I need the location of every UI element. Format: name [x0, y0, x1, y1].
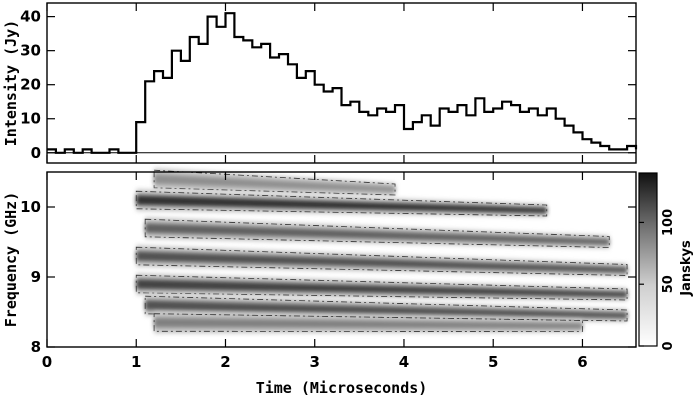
- emission-band: [153, 311, 583, 334]
- frequency-panel-frame: [46, 171, 637, 348]
- colorbar-title: Janskys: [679, 240, 694, 297]
- intensity-tick-labels: 0 10 20 30 40: [20, 8, 41, 162]
- band-core: [145, 300, 628, 319]
- intensity-panel-frame: [46, 2, 637, 164]
- intensity-panel: 0 10 20 30 40 Intensity (Jy): [2, 2, 638, 164]
- emission-band: [135, 245, 628, 277]
- frequency-panel: 8 9 10 0 1 2 3 4 5 6 Frequency (GHz) Time (Micro…: [2, 168, 637, 397]
- intensity-axis-label: Intensity (Jy): [2, 20, 20, 146]
- band-contour: [135, 246, 628, 276]
- time-tick-label: 0: [42, 353, 52, 371]
- time-tick-label: 6: [577, 353, 587, 371]
- band-core: [136, 195, 547, 214]
- colorbar-tick-label: 0: [661, 341, 676, 350]
- frequency-tick-label: 8: [31, 338, 41, 356]
- time-tick-label: 3: [310, 353, 320, 371]
- band-core: [136, 251, 628, 273]
- intensity-ticks: [46, 3, 636, 163]
- band-core: [136, 279, 628, 298]
- band-contour: [153, 169, 396, 196]
- frequency-tick-label: 10: [20, 198, 41, 216]
- colorbar-gradient: [638, 172, 658, 347]
- intensity-tick-label: 0: [31, 144, 41, 162]
- intensity-tick-label: 40: [20, 8, 41, 26]
- colorbar-tick-labels: 0 50 100: [661, 209, 676, 351]
- colorbar-tick-label: 50: [661, 275, 676, 293]
- time-tick-labels: 0 1 2 3 4 5 6: [42, 353, 588, 371]
- band-contour: [135, 274, 628, 301]
- time-tick-label: 1: [131, 353, 141, 371]
- emission-band: [144, 217, 610, 249]
- colorbar-ticks: [639, 221, 644, 347]
- frequency-tick-label: 9: [31, 268, 41, 286]
- time-tick-label: 4: [399, 353, 409, 371]
- emission-band: [135, 273, 628, 302]
- intensity-tick-label: 20: [20, 76, 41, 94]
- frequency-ticks: [46, 172, 636, 348]
- frequency-axis-label: Frequency (GHz): [2, 192, 20, 327]
- band-contour: [144, 218, 610, 248]
- frequency-tick-labels: 8 9 10: [20, 198, 41, 356]
- colorbar-tick-label: 100: [661, 209, 676, 236]
- band-contour: [135, 190, 548, 217]
- band-contour: [153, 313, 583, 332]
- band-contour: [144, 295, 628, 322]
- colorbar: 0 50 100 Janskys: [638, 172, 694, 351]
- intensity-tick-label: 30: [20, 42, 41, 60]
- time-tick-label: 5: [488, 353, 498, 371]
- intensity-tick-label: 10: [20, 110, 41, 128]
- time-axis-label: Time (Microseconds): [256, 379, 428, 397]
- band-core: [154, 174, 396, 193]
- band-core: [154, 317, 583, 329]
- time-tick-label: 2: [220, 353, 230, 371]
- band-core: [145, 223, 610, 245]
- emission-band: [153, 168, 396, 197]
- emission-bands: [135, 168, 628, 334]
- emission-band: [135, 189, 548, 218]
- intensity-trace: [47, 12, 638, 154]
